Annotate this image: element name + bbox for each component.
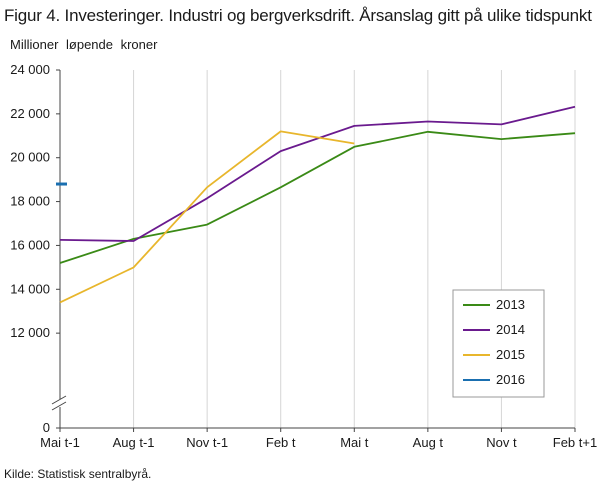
axis-break-gap xyxy=(51,399,69,407)
legend-label-2014: 2014 xyxy=(496,322,525,337)
series-2013-line xyxy=(59,130,576,264)
y-tick-label: 0 xyxy=(43,420,50,435)
y-tick-label: 12 000 xyxy=(10,325,50,340)
x-tick-label: Mai t-1 xyxy=(40,435,80,450)
x-tick-label: Nov t-1 xyxy=(186,435,228,450)
source-note: Kilde: Statistisk sentralbyrå. xyxy=(4,467,152,481)
series-2015-line xyxy=(59,130,355,304)
x-tick-label: Nov t xyxy=(486,435,517,450)
x-tick-label: Feb t+1 xyxy=(553,435,597,450)
y-tick-label: 14 000 xyxy=(10,281,50,296)
y-tick-label: 20 000 xyxy=(10,150,50,165)
series-2014-line xyxy=(59,105,576,242)
y-tick-label: 18 000 xyxy=(10,194,50,209)
y-tick-label: 22 000 xyxy=(10,106,50,121)
legend-label-2016: 2016 xyxy=(496,372,525,387)
legend-label-2013: 2013 xyxy=(496,297,525,312)
y-axis-unit-label: Millioner løpende kroner xyxy=(10,37,158,52)
y-tick-label: 16 000 xyxy=(10,237,50,252)
x-tick-label: Feb t xyxy=(266,435,296,450)
x-tick-label: Aug t-1 xyxy=(113,435,155,450)
legend-label-2015: 2015 xyxy=(496,347,525,362)
axis-break-mark xyxy=(51,395,67,405)
y-tick-label: 24 000 xyxy=(10,62,50,77)
chart-title: Figur 4. Investeringer. Industri og berg… xyxy=(4,6,592,25)
x-tick-label: Mai t xyxy=(340,435,369,450)
axis-break-mark xyxy=(51,401,67,411)
x-tick-label: Aug t xyxy=(413,435,444,450)
